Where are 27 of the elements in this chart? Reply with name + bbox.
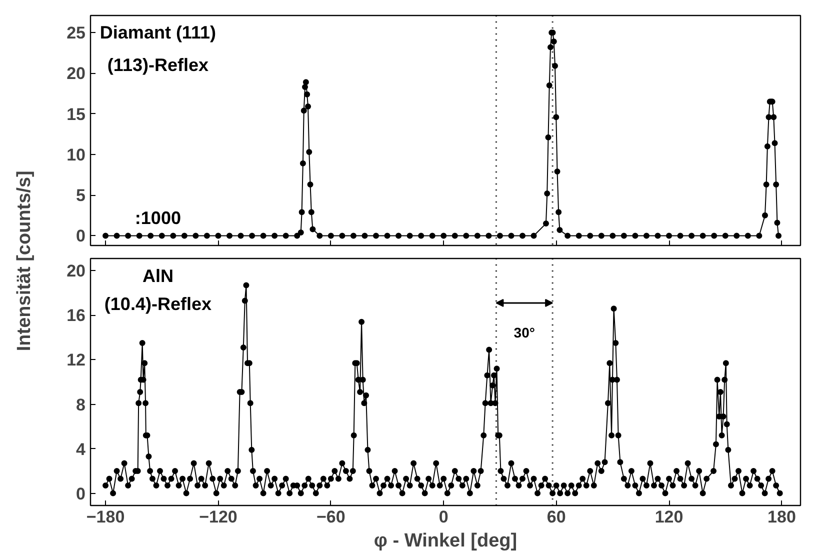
annotation: AlN <box>142 266 174 286</box>
annotation: Diamant (111) <box>100 22 216 42</box>
x-tick-label: −60 <box>316 508 346 526</box>
y-axis-title: Intensität [counts/s] <box>14 170 35 352</box>
annotation: (10.4)-Reflex <box>104 294 212 314</box>
x-axis-title: φ - Winkel [deg] <box>374 530 518 552</box>
y-tick-label: 15 <box>66 104 86 124</box>
y-tick-label: 0 <box>76 226 86 246</box>
x-tick-label: 60 <box>546 508 566 526</box>
y-tick-label: 12 <box>66 350 86 370</box>
annotation: 30° <box>514 324 535 341</box>
x-tick-label: −120 <box>199 508 238 526</box>
y-tick-label: 25 <box>66 24 86 43</box>
annotation: :1000 <box>134 208 181 228</box>
y-tick-label: 10 <box>66 145 86 164</box>
x-tick-label: 180 <box>768 508 796 526</box>
x-tick-label: 120 <box>654 508 684 526</box>
y-tick-label: 20 <box>66 262 86 281</box>
y-tick-label: 0 <box>76 484 86 504</box>
annotation: (113)-Reflex <box>107 54 208 75</box>
y-tick-label: 8 <box>76 395 86 414</box>
x-tick-label: 0 <box>438 508 448 526</box>
x-tick-label: −180 <box>86 508 125 526</box>
y-tick-label: 20 <box>66 64 86 84</box>
y-tick-label: 16 <box>66 306 86 326</box>
y-tick-label: 4 <box>76 440 86 459</box>
y-tick-label: 5 <box>76 186 86 206</box>
